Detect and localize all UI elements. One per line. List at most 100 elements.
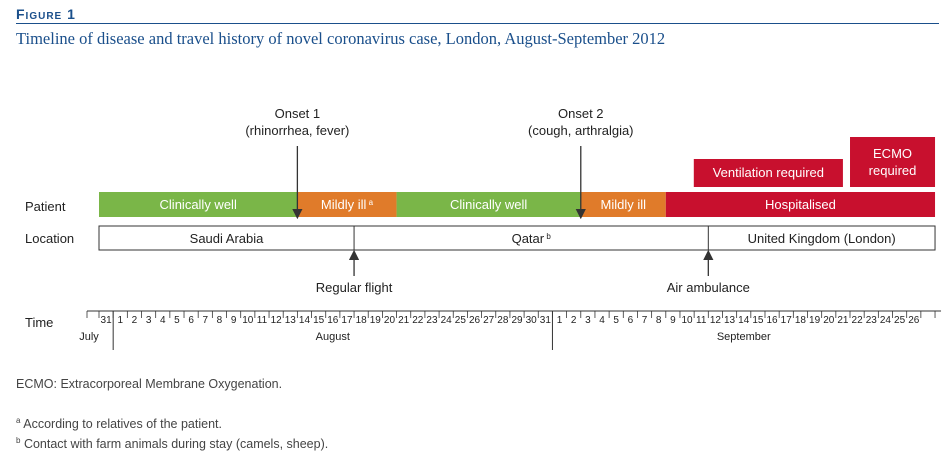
patient-segment-label: Mildly ill a (321, 197, 374, 212)
figure-label: Figure 1 (16, 6, 76, 22)
time-day-label: 1 (557, 315, 563, 326)
time-day-label: 9 (670, 315, 676, 326)
time-day-label: 29 (511, 315, 523, 326)
time-day-label: 24 (880, 315, 892, 326)
time-day-label: 12 (710, 315, 722, 326)
time-day-label: 15 (313, 315, 325, 326)
time-day-label: 14 (299, 315, 311, 326)
location-segment-label: United Kingdom (London) (748, 231, 896, 246)
time-day-label: 2 (132, 315, 138, 326)
hospital-extra-box (850, 137, 936, 187)
footnote-a-text: According to relatives of the patient. (23, 417, 222, 432)
time-day-label: 11 (257, 315, 268, 326)
time-day-label: 3 (585, 315, 591, 326)
footnote-a-mark: a (16, 416, 21, 425)
footnote-ecmo: ECMO: Extracorporeal Membrane Oxygenatio… (16, 377, 283, 391)
time-day-label: 19 (370, 315, 382, 326)
time-day-label: 5 (613, 315, 619, 326)
time-day-label: 11 (696, 315, 707, 326)
time-day-label: 3 (146, 315, 152, 326)
patient-segment (580, 192, 666, 217)
patient-segment-label: Mildly ill (601, 197, 647, 212)
time-day-label: 4 (599, 315, 605, 326)
time-day-label: 28 (497, 315, 509, 326)
time-day-label: 26 (908, 315, 920, 326)
title-rule (16, 23, 939, 24)
time-day-label: 8 (656, 315, 662, 326)
time-day-label: 6 (628, 315, 634, 326)
time-day-label: 7 (202, 315, 208, 326)
time-day-label: 31 (101, 315, 113, 326)
footnote-a: a According to relatives of the patient. (16, 416, 222, 431)
time-day-label: 6 (188, 315, 194, 326)
time-day-label: 7 (642, 315, 648, 326)
location-segment-label: Qatar b (512, 231, 552, 246)
time-day-label: 16 (767, 315, 779, 326)
time-day-label: 20 (823, 315, 835, 326)
row-label-patient: Patient (25, 199, 66, 214)
month-label: August (316, 331, 350, 343)
patient-segment (396, 192, 581, 217)
time-day-label: 9 (231, 315, 237, 326)
row-label-time: Time (25, 315, 53, 330)
time-day-label: 30 (526, 315, 538, 326)
time-day-label: 13 (285, 315, 297, 326)
flight-label: Air ambulance (667, 280, 750, 295)
time-day-label: 25 (894, 315, 906, 326)
patient-segment-label: Clinically well (450, 197, 527, 212)
time-day-label: 14 (738, 315, 750, 326)
patient-segment-label-sup: a (366, 198, 373, 207)
flight-label: Regular flight (316, 280, 393, 295)
time-day-label: 23 (866, 315, 878, 326)
time-day-label: 12 (271, 315, 283, 326)
time-day-label: 10 (681, 315, 693, 326)
time-day-label: 31 (540, 315, 552, 326)
time-day-label: 8 (217, 315, 223, 326)
time-day-label: 23 (426, 315, 438, 326)
month-label: September (717, 331, 771, 343)
hospital-extra-label: Ventilation required (713, 165, 824, 180)
hospital-extra-label: ECMO (873, 146, 912, 161)
time-day-label: 20 (384, 315, 396, 326)
time-day-label: 21 (837, 315, 849, 326)
row-label-location: Location (25, 231, 74, 246)
hospital-extra-label-2: required (869, 163, 917, 178)
location-segment-label-sup: b (544, 232, 551, 241)
time-day-label: 18 (795, 315, 807, 326)
month-label: July (79, 331, 99, 343)
figure-title: Timeline of disease and travel history o… (16, 29, 666, 48)
time-day-label: 1 (117, 315, 123, 326)
patient-segment (99, 192, 298, 217)
footnote-b-text: Contact with farm animals during stay (c… (23, 437, 329, 452)
time-day-label: 13 (724, 315, 736, 326)
onset-detail: (rhinorrhea, fever) (245, 123, 349, 138)
time-day-label: 5 (174, 315, 180, 326)
time-day-label: 16 (327, 315, 339, 326)
time-day-label: 22 (412, 315, 424, 326)
time-day-label: 17 (781, 315, 793, 326)
onset-title: Onset 2 (558, 106, 604, 121)
location-bar (98, 225, 936, 251)
location-segment-label: Saudi Arabia (190, 231, 264, 246)
patient-segment-label: Clinically well (160, 197, 237, 212)
time-day-label: 15 (752, 315, 764, 326)
time-day-label: 25 (455, 315, 467, 326)
patient-segment-label: Hospitalised (765, 197, 836, 212)
time-day-label: 24 (441, 315, 453, 326)
time-day-label: 2 (571, 315, 577, 326)
time-day-label: 17 (341, 315, 353, 326)
footnote-b-mark: b (16, 436, 21, 445)
patient-segment (297, 192, 397, 217)
onset-detail: (cough, arthralgia) (528, 123, 634, 138)
time-day-label: 19 (809, 315, 821, 326)
time-day-label: 26 (469, 315, 481, 326)
time-day-label: 27 (483, 315, 495, 326)
time-day-label: 18 (356, 315, 368, 326)
time-day-label: 21 (398, 315, 410, 326)
time-day-label: 4 (160, 315, 166, 326)
patient-segment (665, 192, 936, 217)
time-day-label: 22 (852, 315, 864, 326)
footnote-b: b Contact with farm animals during stay … (16, 436, 328, 451)
hospital-extra-box (693, 159, 843, 187)
